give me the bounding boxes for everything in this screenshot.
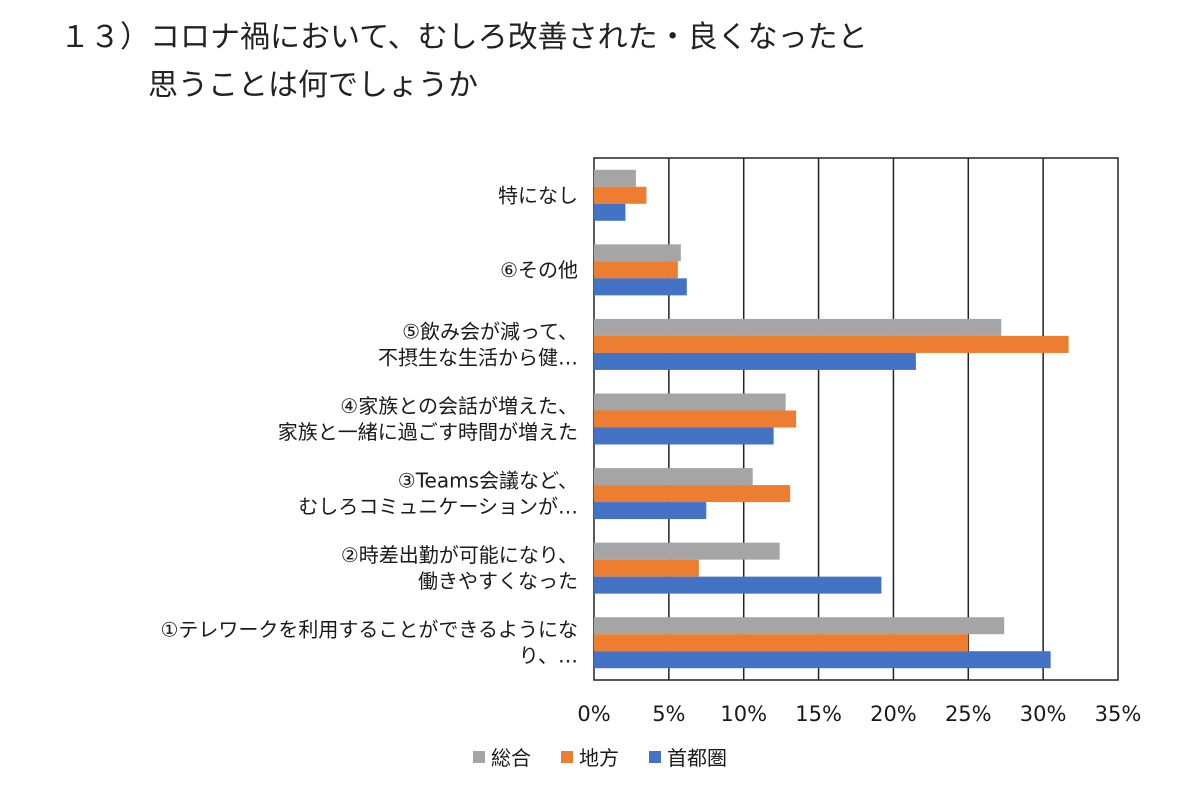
bar-総合-2 xyxy=(594,318,1002,336)
bar-総合-4 xyxy=(594,468,753,486)
legend-swatch xyxy=(561,750,573,763)
x-tick-label: 10% xyxy=(720,702,767,726)
category-label: ⑥その他 xyxy=(500,258,578,282)
bar-首都圏-2 xyxy=(594,352,916,370)
bar-地方-5 xyxy=(594,559,699,577)
chart-title-line1: １３）コロナ禍において、むしろ改善された・良くなったと xyxy=(60,20,868,55)
x-tick-label: 0% xyxy=(577,702,610,726)
bar-地方-2 xyxy=(594,335,1069,353)
bar-地方-3 xyxy=(594,410,797,428)
x-tick-label: 15% xyxy=(795,702,842,726)
category-label: ③Teams会議など、 xyxy=(398,469,578,493)
category-label: ①テレワークを利用することができるようにな xyxy=(160,618,578,642)
legend-label: 首都圏 xyxy=(667,746,727,770)
legend-item: 総合 xyxy=(473,742,531,771)
bar-総合-0 xyxy=(594,169,636,187)
x-tick-label: 5% xyxy=(652,702,685,726)
chart-legend: 総合 地方 首都圏 xyxy=(0,742,1200,771)
bar-総合-3 xyxy=(594,393,786,411)
category-label: 働きやすくなった xyxy=(418,569,578,593)
category-label: むしろコミュニケーションが… xyxy=(298,495,578,519)
bar-総合-1 xyxy=(594,244,681,262)
category-label: ②時差出勤が可能になり、 xyxy=(341,543,578,567)
legend-label: 地方 xyxy=(579,746,619,770)
bar-首都圏-4 xyxy=(594,502,707,520)
legend-item: 地方 xyxy=(561,742,619,771)
x-tick-label: 30% xyxy=(1020,702,1067,726)
category-label: ④家族との会話が増えた、 xyxy=(340,394,578,418)
chart-title-line2: 思うことは何でしょうか xyxy=(148,68,478,103)
chart-title: １３）コロナ禍において、むしろ改善された・良くなったと 思うことは何でしょうか xyxy=(60,14,868,110)
x-tick-label: 25% xyxy=(945,702,992,726)
category-label: 不摂生な生活から健… xyxy=(378,345,578,369)
bar-首都圏-6 xyxy=(594,651,1051,669)
bar-地方-4 xyxy=(594,485,791,503)
bar-首都圏-5 xyxy=(594,576,882,594)
bar-首都圏-3 xyxy=(594,427,774,445)
x-tick-label: 35% xyxy=(1095,702,1142,726)
category-label: 特になし xyxy=(498,183,578,207)
bar-総合-5 xyxy=(594,542,780,560)
category-label: 家族と一緒に過ごす時間が増えた xyxy=(278,420,578,444)
bar-地方-6 xyxy=(594,634,969,652)
legend-swatch xyxy=(473,750,485,763)
bar-地方-0 xyxy=(594,186,647,204)
bar-地方-1 xyxy=(594,261,678,279)
legend-swatch xyxy=(649,750,661,763)
bar-首都圏-1 xyxy=(594,278,687,296)
bar-総合-6 xyxy=(594,617,1005,635)
bar-首都圏-0 xyxy=(594,203,626,221)
legend-label: 総合 xyxy=(491,746,531,770)
category-label: り、… xyxy=(519,644,578,668)
legend-item: 首都圏 xyxy=(649,742,727,771)
x-tick-label: 20% xyxy=(870,702,917,726)
category-label: ⑤飲み会が減って、 xyxy=(402,319,578,343)
